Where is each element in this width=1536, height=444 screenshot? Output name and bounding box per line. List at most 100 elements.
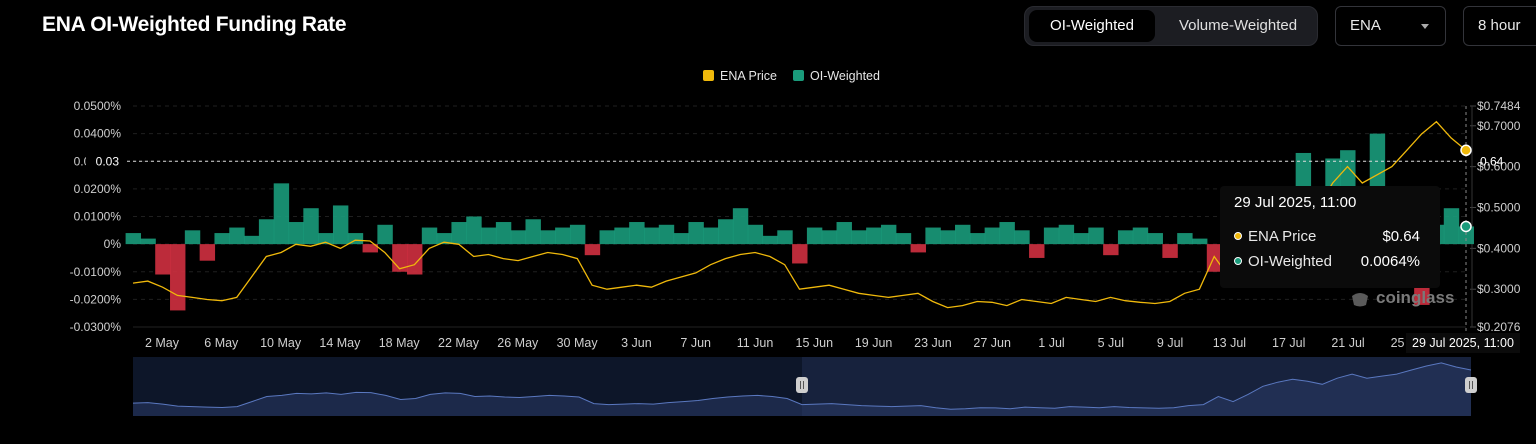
oi-positive-bar	[969, 233, 986, 245]
x-tick-label: 26 May	[497, 336, 539, 350]
right-tick-label: $0.5000	[1477, 201, 1521, 215]
x-tick-label: 27 Jun	[973, 336, 1011, 350]
oi-positive-bar	[866, 227, 882, 245]
oi-positive-bar	[436, 233, 453, 245]
chart-tooltip: 29 Jul 2025, 11:00 ENA Price $0.64 OI-We…	[1220, 186, 1440, 288]
oi-positive-bar	[732, 208, 749, 245]
oi-hover-dot	[1460, 220, 1472, 233]
oi-positive-bar	[836, 222, 852, 245]
oi-negative-bar	[1162, 244, 1178, 258]
oi-positive-bar	[688, 222, 704, 245]
legend-oi-label: OI-Weighted	[810, 69, 880, 83]
oi-positive-bar	[377, 224, 393, 245]
x-tick-label: 5 Jul	[1098, 336, 1124, 350]
oi-weighted-tab[interactable]: OI-Weighted	[1029, 10, 1155, 42]
left-tick-label: -0.0100%	[70, 265, 122, 279]
oi-negative-bar	[155, 244, 171, 275]
oi-positive-bar	[1058, 224, 1075, 245]
oi-positive-bar	[940, 230, 956, 245]
volume-weighted-tab[interactable]: Volume-Weighted	[1178, 17, 1298, 34]
oi-positive-bar	[303, 208, 319, 245]
left-tick-label: 0.0200%	[74, 182, 122, 196]
oi-positive-bar	[244, 235, 260, 245]
oi-positive-bar	[495, 222, 512, 245]
tooltip-row-oi: OI-Weighted 0.0064%	[1234, 253, 1434, 270]
oi-positive-bar	[718, 219, 734, 245]
oi-positive-bar	[1147, 233, 1163, 245]
tooltip-row-price: ENA Price $0.64	[1234, 228, 1434, 245]
oi-positive-bar	[777, 230, 793, 245]
tooltip-oi-label: OI-Weighted	[1248, 253, 1332, 270]
oi-positive-bar	[569, 224, 586, 245]
right-tick-label: $0.7484	[1477, 99, 1521, 113]
coinglass-logo-icon	[1352, 293, 1368, 307]
navigator-left-handle	[796, 377, 808, 393]
oi-positive-bar	[481, 227, 497, 245]
navigator-area	[133, 362, 1471, 416]
oi-negative-bar	[170, 244, 186, 311]
oi-positive-bar	[821, 230, 838, 245]
legend-price-swatch	[703, 70, 714, 81]
price-dot-icon	[1234, 232, 1242, 241]
right-tick-label: $0.3000	[1477, 282, 1521, 296]
oi-negative-bar	[199, 244, 216, 261]
interval-select[interactable]: 8 hour	[1463, 6, 1536, 46]
oi-positive-bar	[658, 224, 675, 245]
watermark: coinglass	[1376, 288, 1455, 307]
x-tick-label: 22 May	[438, 336, 480, 350]
oi-positive-bar	[999, 222, 1015, 245]
oi-positive-bar	[762, 235, 778, 245]
oi-positive-bar	[510, 230, 527, 245]
x-tick-label: 19 Jun	[855, 336, 893, 350]
x-tick-label: 3 Jun	[621, 336, 652, 350]
symbol-select[interactable]: ENA	[1335, 6, 1446, 46]
oi-positive-bar	[214, 233, 230, 245]
left-tick-label: 0.0100%	[74, 210, 122, 224]
navigator-line	[132, 362, 1472, 410]
interval-select-value: 8 hour	[1478, 17, 1521, 34]
tooltip-price-value: $0.64	[1382, 228, 1420, 245]
oi-positive-bar	[332, 205, 349, 245]
oi-positive-bar	[673, 233, 690, 245]
oi-positive-bar	[525, 219, 541, 245]
oi-positive-bar	[1443, 208, 1460, 245]
weighting-toggle: OI-Weighted Volume-Weighted	[1024, 6, 1318, 46]
oi-positive-bar	[984, 227, 1001, 245]
left-tick-label: 0.0400%	[74, 127, 122, 141]
right-tick-label: $0.6000	[1477, 160, 1521, 174]
x-tick-label: 17 Jul	[1272, 336, 1305, 350]
right-tick-label: $0.7000	[1477, 119, 1521, 133]
oi-positive-bar	[599, 230, 615, 245]
oi-positive-bar	[421, 227, 438, 245]
tooltip-price-label: ENA Price	[1248, 228, 1317, 245]
oi-positive-bar	[540, 230, 556, 245]
oi-positive-bar	[614, 227, 630, 245]
oi-positive-bar	[229, 227, 245, 245]
x-tick-label: 13 Jul	[1213, 336, 1246, 350]
left-tick-label: 0.0500%	[74, 99, 122, 113]
legend-price-label: ENA Price	[720, 69, 777, 83]
oi-positive-bar	[895, 233, 912, 245]
oi-negative-bar	[584, 244, 601, 256]
oi-positive-bar	[851, 230, 867, 245]
crosshair-right-label: 0.64	[1480, 154, 1504, 168]
oi-positive-bar	[1177, 233, 1193, 245]
left-tick-label: 0%	[104, 237, 122, 251]
oi-positive-bar	[318, 233, 334, 245]
oi-positive-bar	[1117, 230, 1134, 245]
right-tick-label: $0.2076	[1477, 320, 1521, 334]
x-tick-label: 6 May	[204, 336, 239, 350]
tooltip-oi-value: 0.0064%	[1360, 253, 1420, 270]
x-tick-label: 10 May	[260, 336, 302, 350]
oi-positive-bar	[629, 222, 645, 245]
x-tick-label: 11 Jun	[737, 336, 774, 350]
legend-oi-swatch	[793, 70, 804, 81]
symbol-select-value: ENA	[1350, 17, 1381, 34]
x-tick-label: 23 Jun	[914, 336, 952, 350]
oi-positive-bar	[955, 224, 971, 245]
oi-positive-bar	[703, 227, 719, 245]
x-tick-label: 14 May	[319, 336, 361, 350]
oi-positive-bar	[925, 227, 941, 245]
oi-positive-bar	[1191, 238, 1208, 245]
